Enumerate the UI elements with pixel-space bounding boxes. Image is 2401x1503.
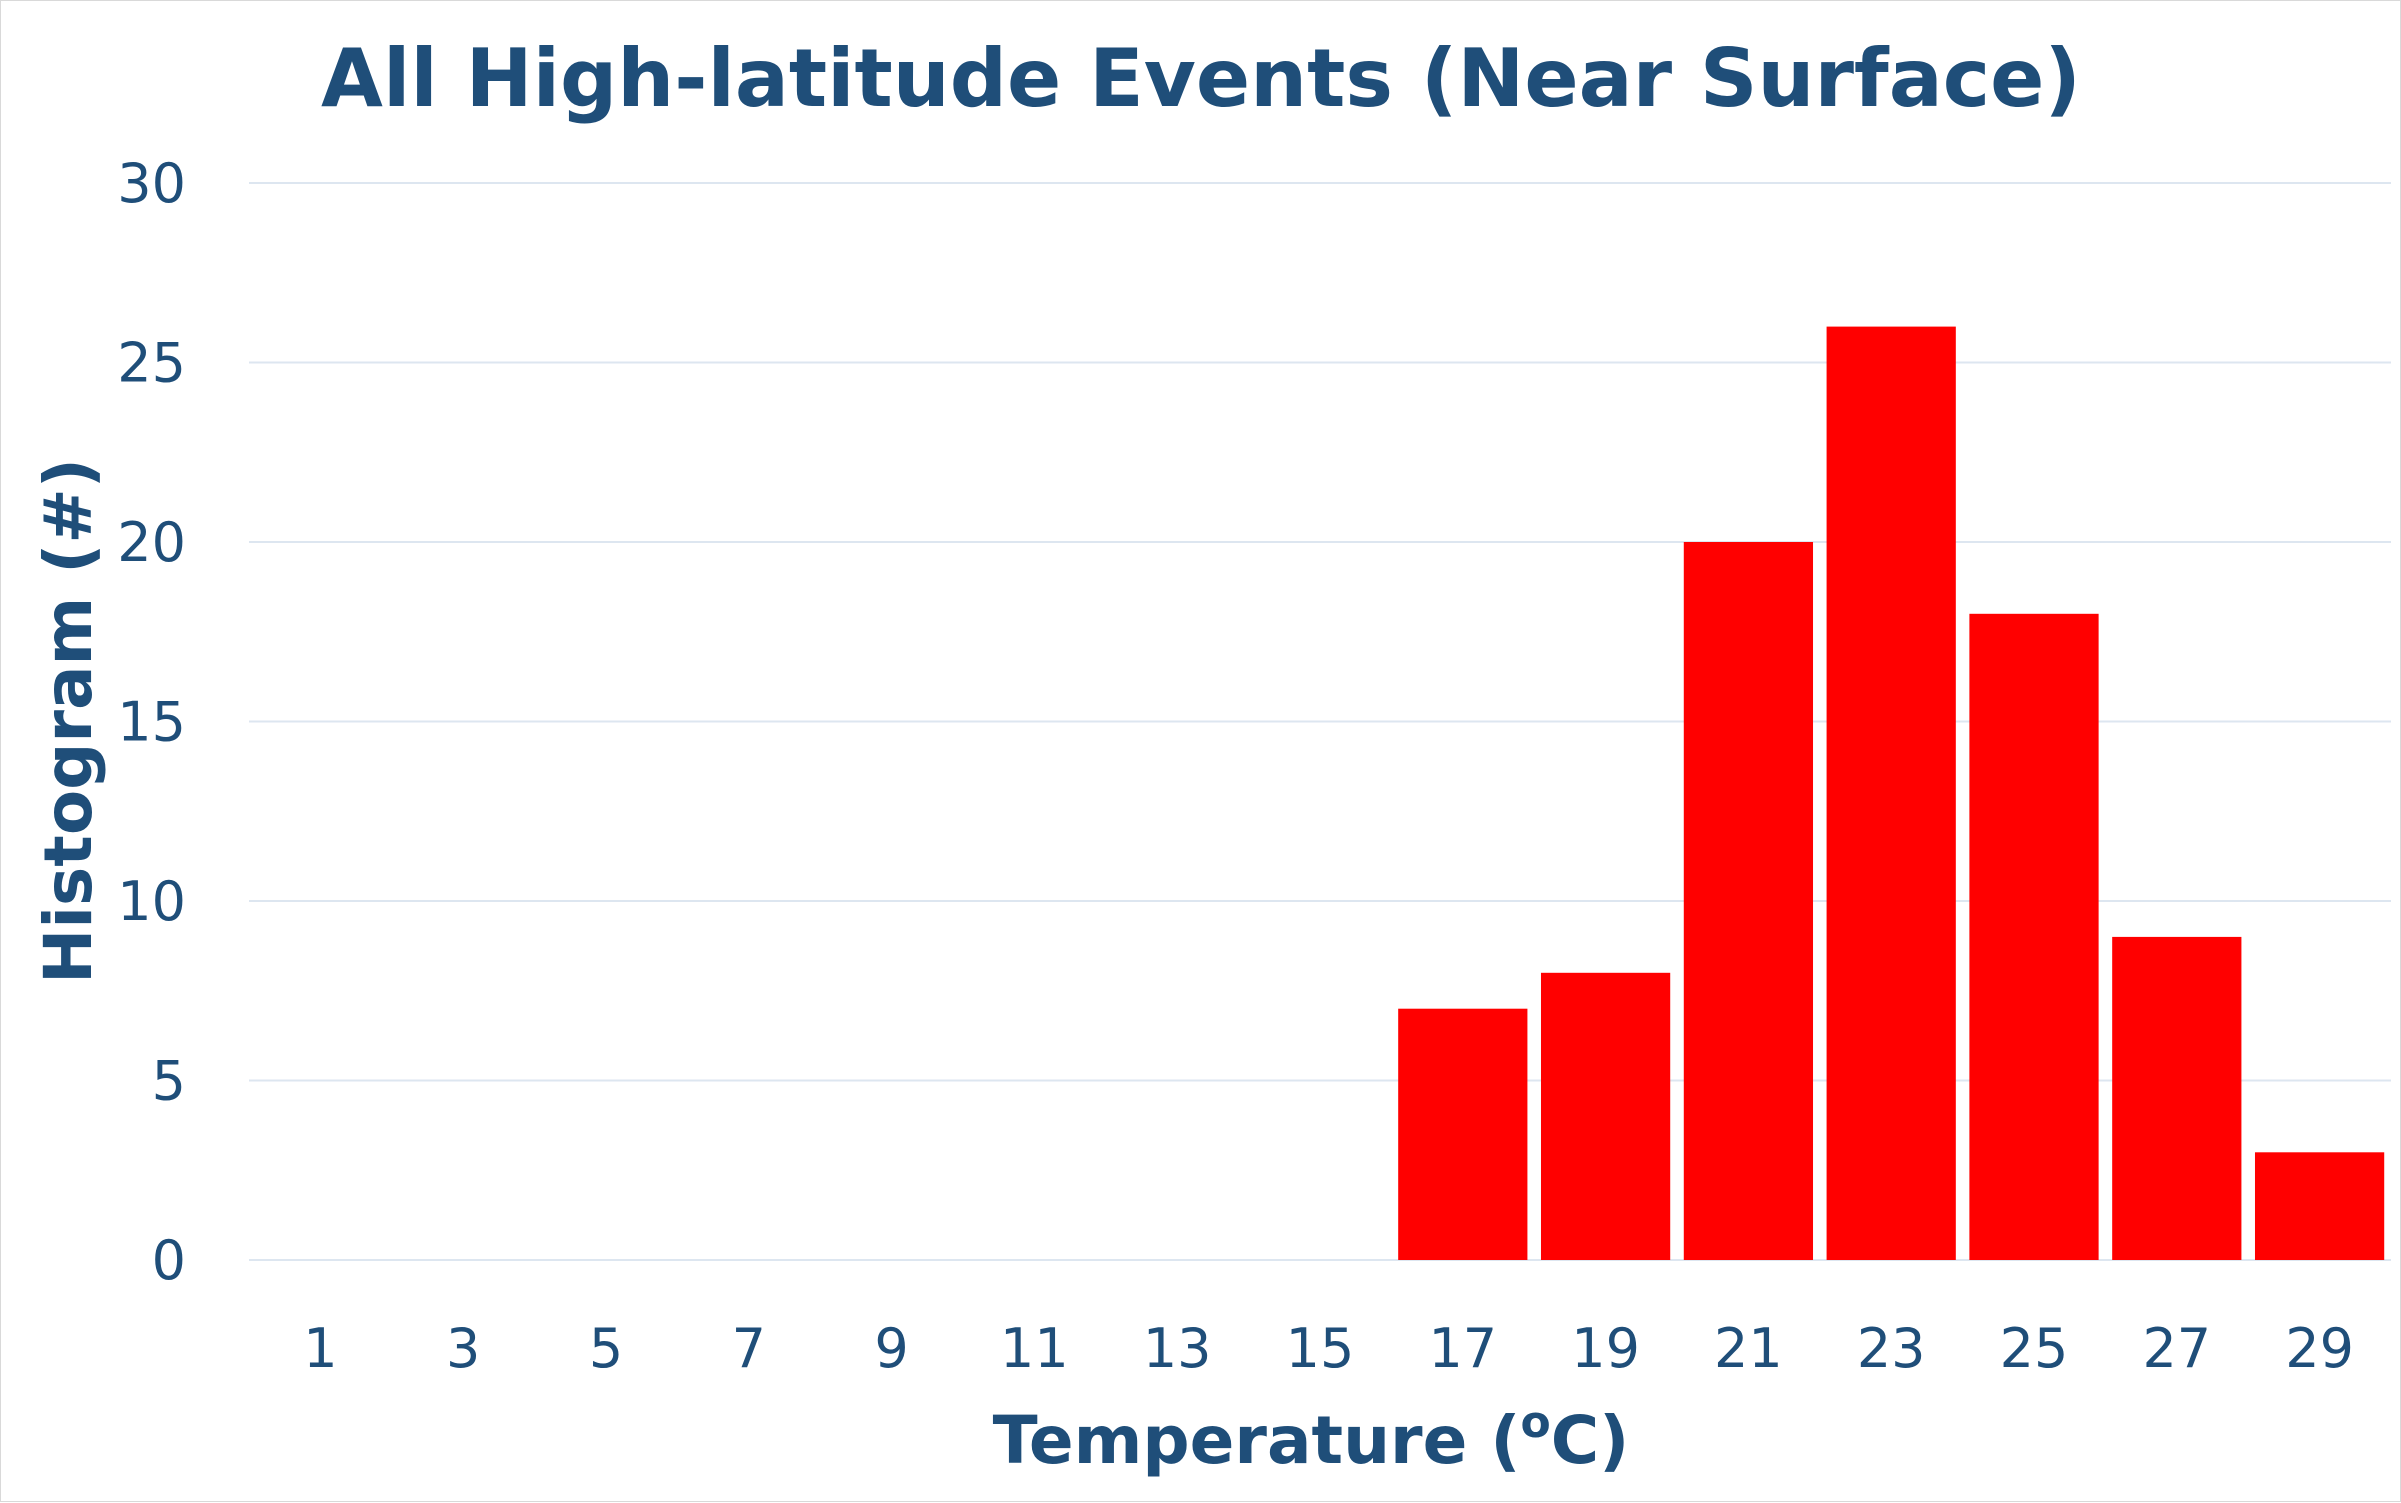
x-tick-label: 25	[2000, 1317, 2069, 1380]
y-tick-label: 15	[117, 691, 186, 754]
bar-27	[2112, 936, 2242, 1260]
bar-29	[2254, 1152, 2385, 1260]
x-tick-label: 27	[2142, 1317, 2211, 1380]
x-tick-label: 3	[446, 1317, 480, 1380]
y-axis-label: Histogram (#)	[30, 458, 107, 984]
bar-17	[1398, 1008, 1528, 1260]
x-tick-label: 11	[1000, 1317, 1069, 1380]
x-tick-label: 9	[874, 1317, 908, 1380]
bar-25	[1969, 613, 2099, 1260]
x-axis-label: Temperature (oC)	[993, 1397, 1630, 1479]
x-tick-label: 19	[1571, 1317, 1640, 1380]
x-tick-label: 1	[303, 1317, 337, 1380]
y-tick-label: 10	[117, 870, 186, 933]
y-axis-ticks: 0 5 10 15 20 25 30	[117, 152, 186, 1292]
x-tick-label: 17	[1428, 1317, 1497, 1380]
bar-23	[1826, 326, 1956, 1261]
x-axis-label-superscript: o	[1521, 1397, 1551, 1448]
bars	[1398, 326, 2385, 1261]
x-axis-label-main: Temperature (	[993, 1402, 1521, 1479]
y-tick-label: 20	[117, 511, 186, 574]
y-tick-label: 5	[152, 1050, 186, 1113]
y-tick-label: 0	[152, 1229, 186, 1292]
x-tick-label: 7	[732, 1317, 766, 1380]
x-tick-label: 13	[1143, 1317, 1212, 1380]
bar-21	[1683, 542, 1814, 1260]
x-tick-label: 29	[2285, 1317, 2354, 1380]
x-axis-ticks: 1 3 5 7 9 11 13 15 17 19 21 23 25 27 29	[303, 1317, 2354, 1380]
x-tick-label: 15	[1286, 1317, 1355, 1380]
chart-title: All High-latitude Events (Near Surface)	[321, 32, 2081, 125]
y-tick-label: 30	[117, 152, 186, 215]
x-axis-label-end: C)	[1551, 1402, 1630, 1479]
x-tick-label: 5	[589, 1317, 623, 1380]
x-tick-label: 21	[1714, 1317, 1783, 1380]
x-tick-label: 23	[1857, 1317, 1926, 1380]
y-tick-label: 25	[117, 332, 186, 395]
gridlines	[249, 182, 2391, 1261]
bar-19	[1540, 972, 1671, 1260]
